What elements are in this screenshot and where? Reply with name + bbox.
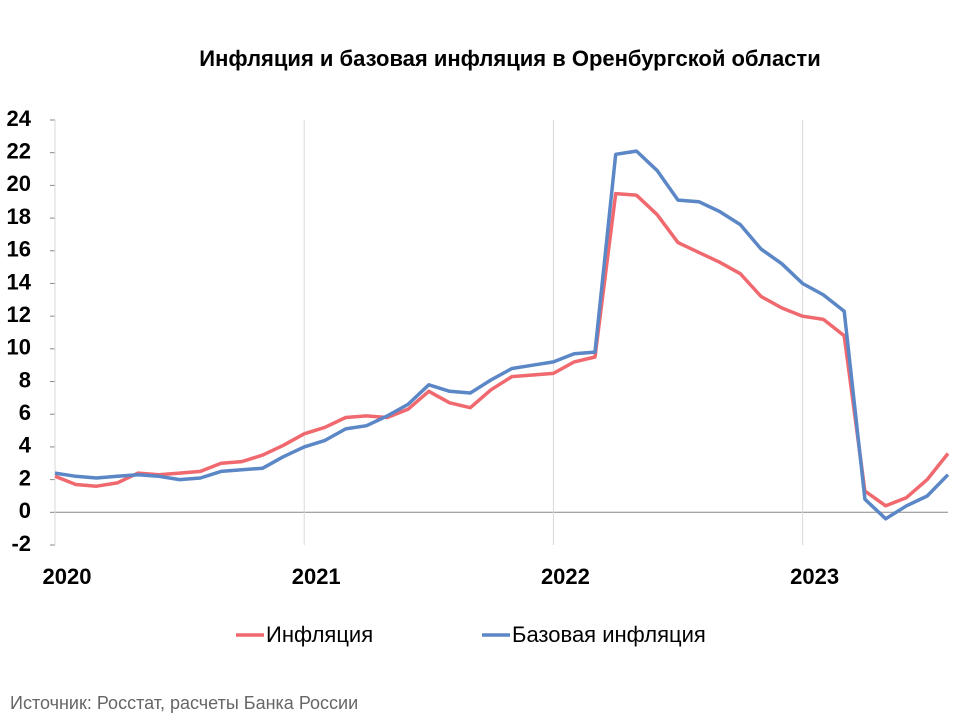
y-tick-label: 0 bbox=[19, 498, 31, 523]
y-tick-label: 10 bbox=[7, 335, 31, 360]
y-tick-label: -2 bbox=[11, 531, 31, 556]
y-tick-label: 12 bbox=[7, 302, 31, 327]
y-tick-label: 6 bbox=[19, 400, 31, 425]
x-tick-label: 2022 bbox=[541, 564, 590, 589]
x-tick-label: 2020 bbox=[43, 564, 92, 589]
x-tick-label: 2023 bbox=[790, 564, 839, 589]
x-tick-label: 2021 bbox=[292, 564, 341, 589]
chart-title: Инфляция и базовая инфляция в Оренбургск… bbox=[199, 46, 820, 71]
y-tick-label: 14 bbox=[7, 269, 32, 294]
legend-label: Инфляция bbox=[266, 622, 373, 647]
y-tick-label: 22 bbox=[7, 139, 31, 164]
y-tick-label: 8 bbox=[19, 367, 31, 392]
y-tick-label: 4 bbox=[19, 433, 32, 458]
y-tick-label: 16 bbox=[7, 237, 31, 262]
y-tick-label: 18 bbox=[7, 204, 31, 229]
y-tick-label: 24 bbox=[7, 106, 32, 131]
y-tick-label: 2 bbox=[19, 465, 31, 490]
source-note: Источник: Росстат, расчеты Банка России bbox=[10, 693, 358, 713]
series-line bbox=[54, 149, 950, 521]
legend-label: Базовая инфляция bbox=[512, 622, 706, 647]
series-line bbox=[54, 191, 950, 508]
y-tick-label: 20 bbox=[7, 171, 31, 196]
